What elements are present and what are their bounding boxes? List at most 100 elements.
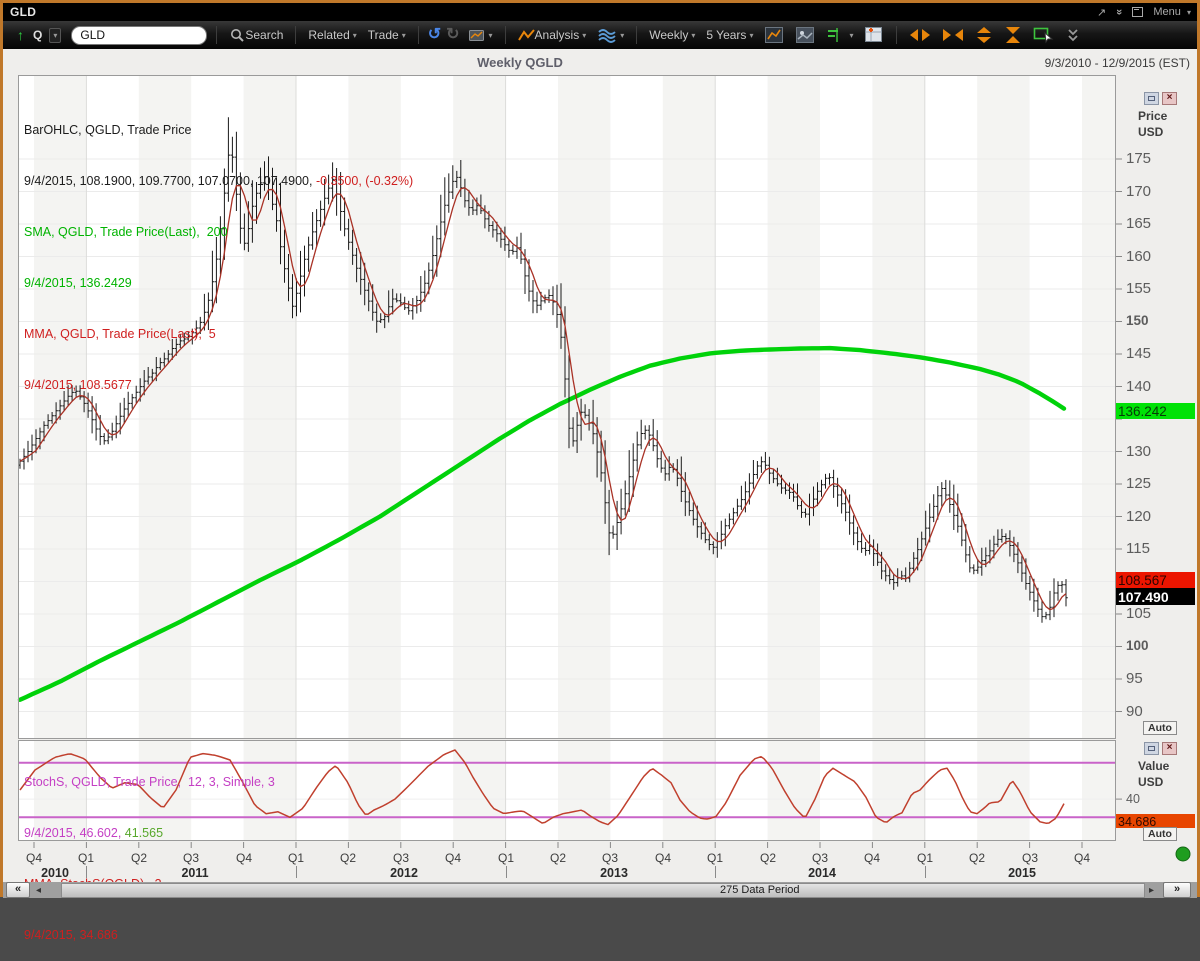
x-tick-15-Q3: Q3	[811, 851, 828, 865]
collapse-icon[interactable]: »	[1113, 8, 1126, 16]
chevron-down-icon: ▾	[749, 30, 754, 40]
chevron-down-icon: ▾	[1186, 8, 1191, 17]
year-label-2015: 2015	[1008, 866, 1036, 880]
scroll-left-button[interactable]: ◂	[36, 884, 42, 896]
scrollbar-thumb[interactable]	[61, 883, 1145, 898]
x-tick-4-Q4: Q4	[235, 851, 252, 865]
x-tick-12-Q4: Q4	[654, 851, 671, 865]
undo-icon[interactable]: ↺	[427, 26, 442, 43]
quote-type-dropdown[interactable]: ▾	[49, 27, 62, 43]
price-tick-125: 125	[1126, 475, 1152, 492]
chart-image-icon	[796, 27, 815, 43]
x-tick-10-Q2: Q2	[549, 851, 566, 865]
green-levels-icon	[828, 28, 839, 42]
compress-horizontal-button[interactable]	[939, 25, 967, 45]
legend-bar-series: BarOHLC, QGLD, Trade Price	[24, 123, 192, 137]
panel-restore-icon[interactable]	[1144, 92, 1159, 105]
waves-overlay-button[interactable]: ▾	[594, 25, 627, 45]
window-title: GLD	[10, 5, 37, 19]
year-label-2012: 2012	[390, 866, 418, 880]
zoom-select-button[interactable]	[1030, 24, 1058, 46]
price-tick-145: 145	[1126, 345, 1152, 362]
search-icon	[231, 29, 245, 42]
search-button[interactable]: Search	[226, 25, 286, 45]
x-tick-16-Q4: Q4	[863, 851, 880, 865]
chart-type-button[interactable]	[761, 24, 787, 46]
saved-charts-button[interactable]: ▾	[465, 26, 496, 45]
scrollbar-data-period-label: 275 Data Period	[720, 884, 800, 896]
restore-icon[interactable]	[1132, 7, 1144, 17]
x-tick-17-Q1: Q1	[916, 851, 933, 865]
add-panel-button[interactable]	[861, 24, 887, 46]
panel-close-icon[interactable]: ×	[1162, 742, 1177, 755]
price-tick-150: 150	[1126, 313, 1149, 328]
x-tick-6-Q2: Q2	[339, 851, 356, 865]
trade-menu[interactable]: Trade ▾	[367, 28, 406, 42]
price-axis-auto-button[interactable]: Auto	[1143, 721, 1177, 735]
symbol-input[interactable]	[71, 25, 208, 45]
year-separator	[506, 866, 507, 878]
scroll-right-button[interactable]: ▸	[1149, 884, 1155, 896]
compress-vertical-button[interactable]	[1001, 24, 1025, 46]
period-dropdown[interactable]: Weekly ▾	[649, 28, 696, 42]
related-menu[interactable]: Related ▾	[308, 28, 357, 42]
x-tick-14-Q2: Q2	[759, 851, 776, 865]
price-tick-130: 130	[1126, 443, 1152, 460]
year-label-2010: 2010	[41, 866, 69, 880]
menu-button[interactable]: Menu ▾	[1153, 6, 1191, 18]
popout-icon[interactable]: ↗	[1097, 6, 1107, 19]
price-up-icon: ↑	[17, 27, 24, 43]
x-tick-8-Q4: Q4	[444, 851, 461, 865]
legend-sma-series: SMA, QGLD, Trade Price(Last), 200	[24, 225, 228, 239]
price-tick-175: 175	[1126, 150, 1152, 167]
expand-horizontal-icon	[910, 29, 931, 41]
x-tick-11-Q3: Q3	[601, 851, 618, 865]
year-separator	[715, 866, 716, 878]
price-tick-170: 170	[1126, 183, 1152, 200]
horizontal-scrollbar[interactable]: « ◂ 275 Data Period ▸ »	[3, 882, 1197, 898]
x-tick-18-Q2: Q2	[968, 851, 985, 865]
last-price-label: 107.490	[1116, 588, 1195, 605]
chevron-down-icon: ▾	[352, 30, 357, 40]
x-tick-2-Q2: Q2	[130, 851, 147, 865]
chevron-down-icon: ▾	[582, 30, 587, 40]
year-label-2014: 2014	[808, 866, 836, 880]
x-tick-3-Q3: Q3	[182, 851, 199, 865]
quote-type-label: Q	[33, 28, 43, 42]
price-tick-105: 105	[1126, 605, 1152, 622]
chart-snapshot-button[interactable]	[792, 24, 818, 46]
legend-stoch-mma-value: 9/4/2015, 34.686	[24, 928, 118, 942]
analysis-zigzag-icon	[517, 29, 535, 41]
table-plus-icon	[865, 27, 883, 42]
redo-icon[interactable]: ↻	[446, 26, 460, 43]
stoch-tick-40: 40	[1126, 792, 1140, 806]
scroll-far-left-button[interactable]: «	[6, 882, 30, 898]
legend-ohlc-values: 9/4/2015, 108.1900, 109.7700, 107.0700, …	[24, 174, 414, 188]
more-tools-button[interactable]	[1063, 25, 1083, 45]
x-tick-9-Q1: Q1	[497, 851, 514, 865]
x-tick-1-Q1: Q1	[77, 851, 94, 865]
stoch-panel-controls: ×	[1144, 742, 1177, 755]
price-tick-120: 120	[1126, 508, 1152, 525]
year-label-2011: 2011	[181, 866, 209, 880]
expand-horizontal-button[interactable]	[906, 25, 934, 45]
selection-cursor-icon	[1034, 27, 1054, 44]
scroll-far-right-button[interactable]: »	[1163, 882, 1191, 898]
expand-vertical-button[interactable]	[972, 24, 996, 46]
analysis-menu[interactable]: Analysis ▾	[515, 26, 590, 44]
panel-close-icon[interactable]: ×	[1162, 92, 1177, 105]
range-dropdown[interactable]: 5 Years ▾	[706, 28, 754, 42]
indicator-settings-button[interactable]: ▾	[823, 24, 856, 46]
chart-folder-icon	[468, 29, 484, 41]
year-label-2013: 2013	[600, 866, 628, 880]
stoch-axis-auto-button[interactable]: Auto	[1143, 827, 1177, 841]
price-axis-title: Price USD	[1138, 109, 1168, 139]
chevron-down-icon: ▾	[849, 30, 854, 40]
price-tick-95: 95	[1126, 670, 1143, 687]
legend-mma-value: 9/4/2015, 108.5677	[24, 378, 132, 392]
line-chart-icon	[765, 27, 784, 43]
panel-restore-icon[interactable]	[1144, 742, 1159, 755]
chevron-down-icon: ▾	[691, 30, 696, 40]
stoch-mma-label: 34.686	[1116, 814, 1195, 829]
price-tick-140: 140	[1126, 378, 1152, 395]
